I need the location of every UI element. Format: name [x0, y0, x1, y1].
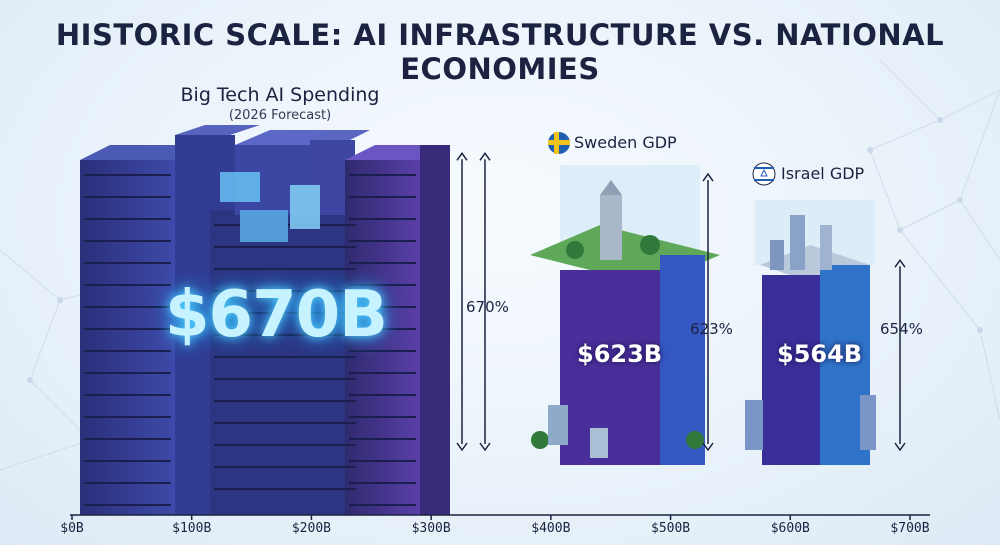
value-label-israel: $564B	[777, 340, 863, 368]
x-tick-label: $700B	[890, 521, 930, 536]
category-label-israel: Israel GDP	[781, 164, 865, 183]
arrow-head	[702, 442, 714, 452]
x-tick-label: $300B	[411, 521, 451, 536]
ai-forecast-label: (2026 Forecast)	[228, 108, 332, 123]
x-tick-label: $400B	[531, 521, 571, 536]
arrow-head	[479, 442, 491, 452]
measurement-arrows	[456, 151, 906, 452]
x-tick-label: $100B	[172, 521, 212, 536]
value-label-sweden: $623B	[577, 340, 663, 368]
arrow-head	[456, 151, 468, 161]
arrow-head	[894, 442, 906, 452]
x-tick-label: $500B	[650, 521, 691, 536]
israel-block	[745, 200, 876, 465]
category-label-sweden: Sweden GDP	[574, 133, 677, 152]
rack-slots	[84, 174, 416, 506]
israel-flag	[752, 162, 776, 186]
category-label-ai: Big Tech AI Spending	[180, 84, 380, 106]
x-tick-label: $0B	[60, 521, 84, 536]
chart-title: HISTORIC SCALE: AI INFRASTRUCTURE VS. NA…	[55, 18, 945, 86]
arrow-head	[894, 258, 906, 268]
percent-label-sweden: 623%	[690, 320, 733, 338]
value-label-ai: $670B	[165, 278, 388, 352]
sweden-block	[530, 165, 720, 465]
arrow-head	[702, 172, 714, 182]
x-axis-ticks	[71, 515, 911, 520]
percent-label-israel: 654%	[880, 320, 923, 338]
x-tick-label: $200B	[291, 521, 331, 536]
arrow-head	[456, 442, 468, 452]
arrow-head	[479, 151, 491, 161]
percent-label-ai: 670%	[466, 298, 509, 316]
floating-cubes	[220, 172, 320, 242]
x-tick-label: $600B	[770, 521, 810, 536]
sweden-flag	[548, 132, 570, 154]
